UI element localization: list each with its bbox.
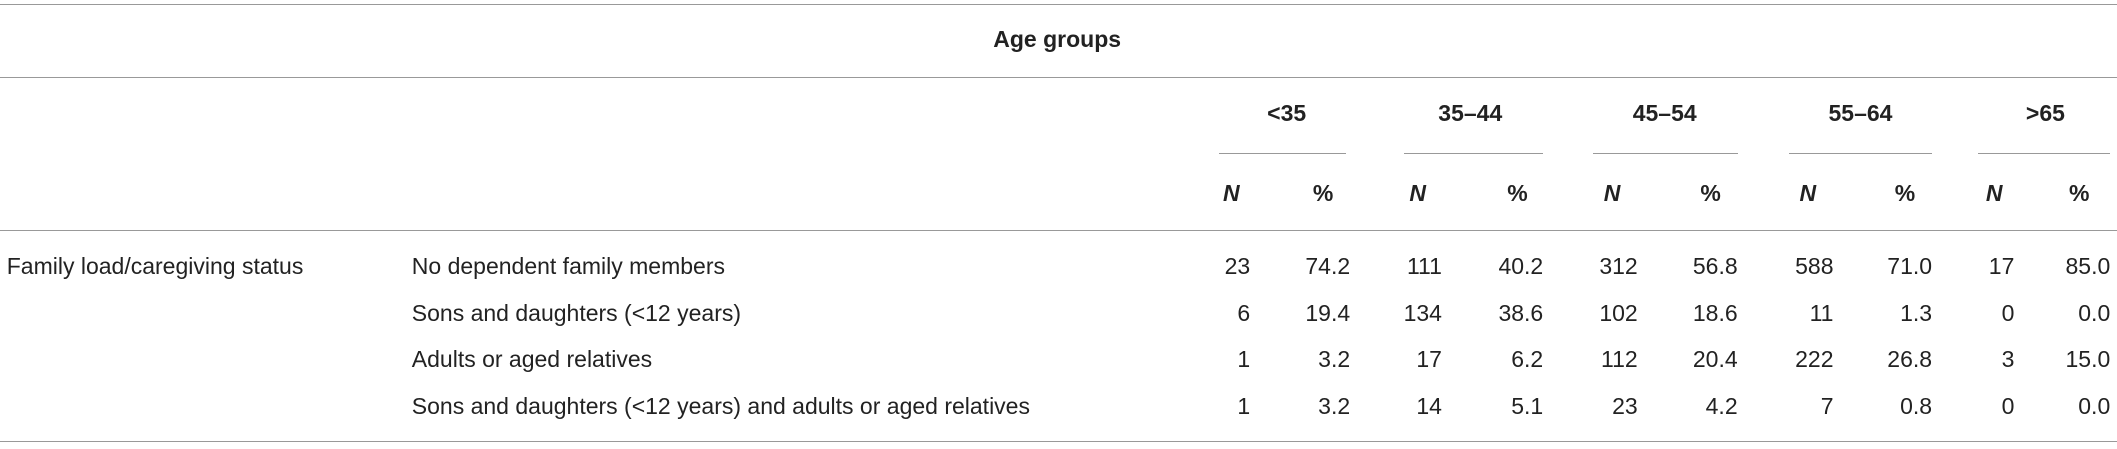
- cell: 20.4: [1692, 346, 1738, 373]
- row-group-label: Family load/caregiving status: [6, 252, 304, 279]
- column-header: N: [1223, 180, 1240, 207]
- cell: 1.3: [1900, 300, 1933, 327]
- cell: 23: [1224, 252, 1251, 279]
- cell: 102: [1599, 300, 1638, 327]
- cell: 1: [1237, 346, 1251, 373]
- cell: 5.1: [1511, 393, 1544, 420]
- group-header: <35: [1267, 100, 1307, 127]
- group-header: >65: [2025, 100, 2065, 127]
- group-underline: [1593, 152, 1738, 154]
- cell: 38.6: [1498, 300, 1544, 327]
- cell: 85.0: [2065, 252, 2111, 279]
- column-header: %: [2068, 180, 2090, 207]
- cell: 23: [1612, 393, 1638, 420]
- header-rule: [0, 76, 2117, 78]
- cell: 0: [2001, 300, 2015, 327]
- group-underline: [1788, 152, 1933, 154]
- column-header: N: [1985, 180, 2003, 207]
- cell: 11: [1809, 300, 1834, 327]
- group-header: 45–54: [1632, 100, 1697, 127]
- cell: 222: [1795, 346, 1834, 373]
- group-underline: [1977, 152, 2111, 154]
- group-header: 35–44: [1438, 100, 1503, 127]
- header-title: Age groups: [993, 26, 1122, 53]
- cell: 111: [1406, 252, 1442, 279]
- cell: 134: [1403, 300, 1442, 327]
- cell: 40.2: [1498, 252, 1544, 279]
- group-underline: [1219, 152, 1347, 154]
- cell: 0.0: [2078, 300, 2111, 327]
- top-rule: [0, 4, 2117, 6]
- cell: 17: [1988, 252, 2015, 279]
- row-label: Sons and daughters (<12 years) and adult…: [411, 393, 1030, 420]
- bottom-rule: [0, 441, 2117, 443]
- column-header: %: [1894, 180, 1916, 207]
- cell: 6.2: [1511, 346, 1544, 373]
- column-header: N: [1409, 180, 1426, 207]
- row-label: Sons and daughters (<12 years): [411, 300, 742, 327]
- cell: 7: [1820, 393, 1834, 420]
- cell: 1: [1237, 393, 1251, 420]
- column-header: N: [1603, 180, 1621, 207]
- cell: 3.2: [1318, 393, 1351, 420]
- row-label: No dependent family members: [411, 252, 725, 279]
- cell: 6: [1237, 300, 1251, 327]
- cell: 18.6: [1692, 300, 1738, 327]
- cell: 56.8: [1692, 252, 1738, 279]
- cell: 74.2: [1305, 252, 1351, 279]
- row-label: Adults or aged relatives: [411, 346, 653, 373]
- cell: 0.8: [1900, 393, 1933, 420]
- cell: 17: [1416, 346, 1442, 373]
- column-header: %: [1507, 180, 1528, 207]
- cell: 3.2: [1318, 346, 1351, 373]
- cell: 0.0: [2078, 393, 2111, 420]
- cell: 112: [1601, 346, 1638, 373]
- group-header: 55–64: [1828, 100, 1893, 127]
- cell: 26.8: [1887, 346, 1933, 373]
- column-header: %: [1312, 180, 1334, 207]
- cell: 3: [2001, 346, 2015, 373]
- cell: 71.0: [1887, 252, 1933, 279]
- cell: 312: [1599, 252, 1638, 279]
- column-rule: [0, 229, 2117, 231]
- cell: 19.4: [1305, 300, 1351, 327]
- column-header: %: [1700, 180, 1721, 207]
- cell: 588: [1795, 252, 1834, 279]
- cell: 14: [1416, 393, 1442, 420]
- cell: 15.0: [2065, 346, 2111, 373]
- cell: 4.2: [1705, 393, 1738, 420]
- cell: 0: [2001, 393, 2015, 420]
- group-underline: [1404, 152, 1544, 154]
- column-header: N: [1799, 180, 1817, 207]
